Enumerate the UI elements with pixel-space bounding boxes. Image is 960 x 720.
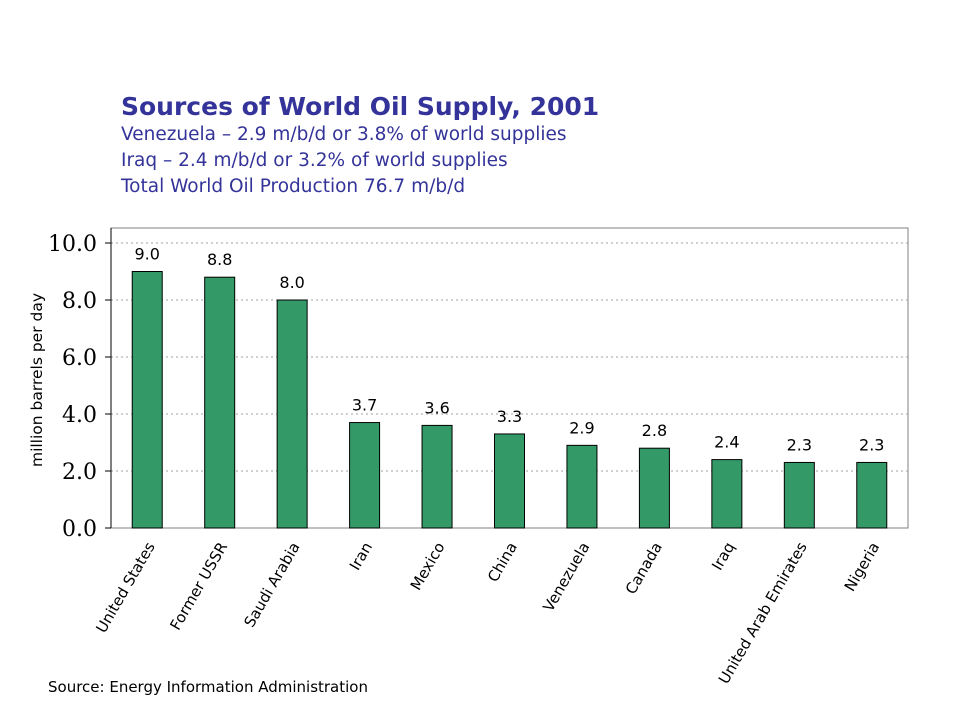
bar [349, 422, 381, 529]
category-label: United States [92, 539, 158, 636]
subtitle-total: Total World Oil Production 76.7 m/b/d [121, 176, 466, 197]
data-label: 3.7 [352, 396, 377, 415]
source-note: Source: Energy Information Administratio… [48, 678, 368, 696]
subtitle-venezuela: Venezuela – 2.9 m/b/d or 3.8% of world s… [121, 124, 567, 145]
category-label: Iran [346, 539, 376, 573]
y-tick-label: 8.0 [62, 289, 97, 314]
data-label: 2.8 [642, 421, 667, 440]
y-tick-label: 10.0 [48, 232, 97, 257]
bar [131, 271, 163, 529]
bar [856, 461, 888, 529]
bar [711, 459, 743, 529]
data-label: 9.0 [135, 245, 160, 264]
data-label: 2.4 [714, 433, 739, 452]
y-tick-label: 0.0 [62, 517, 97, 542]
bar [638, 447, 670, 529]
category-label: Iraq [708, 539, 738, 573]
title-block: Sources of World Oil Supply, 2001 Venezu… [121, 92, 599, 200]
category-label: Mexico [407, 539, 449, 593]
category-label: Venezuela [539, 539, 593, 615]
subtitle-iraq: Iraq – 2.4 m/b/d or 3.2% of world suppli… [121, 150, 508, 171]
category-label: Nigeria [841, 539, 883, 594]
bar [566, 444, 598, 529]
data-label: 2.3 [859, 435, 884, 454]
category-label: Saudi Arabia [240, 539, 303, 630]
bar [204, 276, 236, 529]
bar [421, 424, 453, 529]
data-label: 2.3 [787, 435, 812, 454]
category-label: Canada [622, 539, 666, 597]
chart-title: Sources of World Oil Supply, 2001 [121, 92, 600, 121]
data-label: 3.3 [497, 407, 522, 426]
y-tick-label: 6.0 [62, 346, 97, 371]
data-label: 2.9 [569, 418, 594, 437]
y-tick-label: 2.0 [62, 460, 97, 485]
bar [494, 433, 525, 529]
category-label: Former USSR [166, 539, 231, 633]
data-label: 3.6 [424, 398, 449, 417]
category-label: China [484, 539, 521, 585]
bar [783, 461, 815, 529]
y-tick-label: 4.0 [62, 403, 97, 428]
y-axis-title: million barrels per day [28, 293, 46, 467]
data-label: 8.8 [207, 250, 232, 269]
data-label: 8.0 [279, 273, 304, 292]
bar [276, 299, 308, 529]
